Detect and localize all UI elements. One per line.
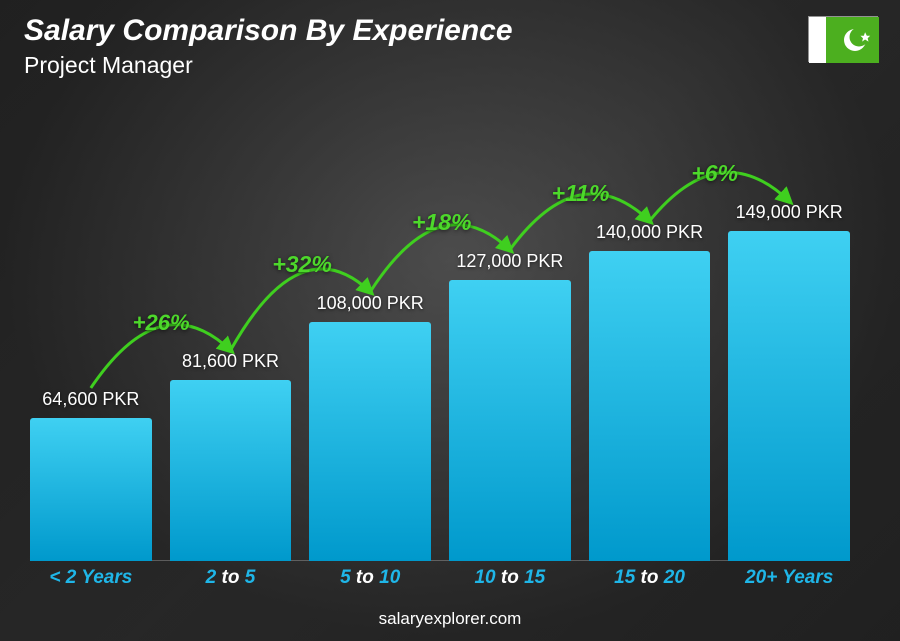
bar-col-0: 64,600 PKR (30, 389, 152, 561)
bar-value-label: 140,000 PKR (596, 222, 703, 243)
chart-header: Salary Comparison By Experience Project … (24, 14, 513, 79)
x-axis-label: 20+ Years (728, 567, 850, 589)
increase-label: +11% (552, 180, 610, 207)
bar-value-label: 108,000 PKR (317, 293, 424, 314)
x-axis-label: < 2 Years (30, 567, 152, 589)
footer-attribution: salaryexplorer.com (0, 609, 900, 629)
bar-value-label: 81,600 PKR (182, 351, 279, 372)
increase-label: +26% (133, 310, 190, 336)
x-axis-label: 15 to 20 (589, 567, 711, 589)
bar (309, 322, 431, 561)
xlabels-container: < 2 Years 2 to 5 5 to 10 10 to 15 15 to 20 20… (30, 567, 850, 589)
bar-col-1: 81,600 PKR (170, 351, 292, 561)
increase-label: +18% (412, 209, 471, 236)
bar (170, 380, 292, 561)
bar (449, 280, 571, 561)
chart-title: Salary Comparison By Experience (24, 14, 513, 48)
bar-col-3: 127,000 PKR (449, 251, 571, 561)
bar (30, 418, 152, 561)
bars-container: 64,600 PKR 81,600 PKR 108,000 PKR 127,000 P… (30, 189, 850, 561)
bar-value-label: 64,600 PKR (42, 389, 139, 410)
bar-value-label: 149,000 PKR (736, 202, 843, 223)
chart-subtitle: Project Manager (24, 52, 513, 79)
bar-value-label: 127,000 PKR (456, 251, 563, 272)
bar-col-4: 140,000 PKR (589, 222, 711, 561)
bar-col-5: 149,000 PKR (728, 202, 850, 561)
country-flag-pakistan (808, 16, 878, 62)
increase-label: +6% (691, 160, 738, 187)
increase-label: +32% (272, 251, 331, 278)
chart-area: 64,600 PKR 81,600 PKR 108,000 PKR 127,000 P… (30, 189, 850, 589)
bar (589, 251, 711, 561)
bar (728, 231, 850, 561)
x-axis-label: 2 to 5 (170, 567, 292, 589)
x-axis-label: 5 to 10 (309, 567, 431, 589)
x-axis-label: 10 to 15 (449, 567, 571, 589)
bar-col-2: 108,000 PKR (309, 293, 431, 561)
